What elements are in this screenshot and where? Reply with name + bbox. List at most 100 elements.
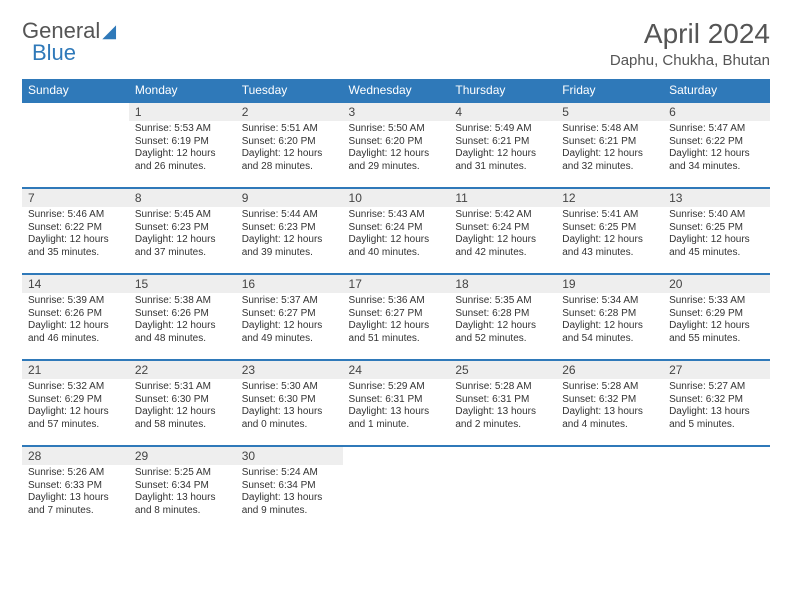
day-number: 17 (343, 275, 450, 293)
sunrise-text: Sunrise: 5:51 AM (242, 123, 337, 136)
calendar-week-row: 28Sunrise: 5:26 AMSunset: 6:33 PMDayligh… (22, 446, 770, 532)
daylight-text: Daylight: 12 hours and 42 minutes. (455, 234, 550, 259)
daylight-text: Daylight: 12 hours and 49 minutes. (242, 320, 337, 345)
day-details: Sunrise: 5:35 AMSunset: 6:28 PMDaylight:… (449, 293, 556, 349)
sunset-text: Sunset: 6:30 PM (242, 394, 337, 407)
logo-swoosh-icon: ◢ (102, 21, 116, 42)
day-number: 27 (663, 361, 770, 379)
header: General ◢ Blue April 2024 Daphu, Chukha,… (22, 18, 770, 69)
calendar-day-cell (449, 446, 556, 532)
weekday-header: Saturday (663, 79, 770, 102)
calendar-day-cell (343, 446, 450, 532)
month-title: April 2024 (610, 18, 770, 50)
calendar-day-cell: 8Sunrise: 5:45 AMSunset: 6:23 PMDaylight… (129, 188, 236, 274)
daylight-text: Daylight: 12 hours and 26 minutes. (135, 148, 230, 173)
day-details: Sunrise: 5:28 AMSunset: 6:31 PMDaylight:… (449, 379, 556, 435)
sunset-text: Sunset: 6:29 PM (28, 394, 123, 407)
daylight-text: Daylight: 13 hours and 7 minutes. (28, 492, 123, 517)
day-details: Sunrise: 5:43 AMSunset: 6:24 PMDaylight:… (343, 207, 450, 263)
day-details: Sunrise: 5:51 AMSunset: 6:20 PMDaylight:… (236, 121, 343, 177)
calendar-day-cell: 26Sunrise: 5:28 AMSunset: 6:32 PMDayligh… (556, 360, 663, 446)
sunrise-text: Sunrise: 5:47 AM (669, 123, 764, 136)
daylight-text: Daylight: 12 hours and 58 minutes. (135, 406, 230, 431)
sunset-text: Sunset: 6:26 PM (28, 308, 123, 321)
calendar-day-cell: 1Sunrise: 5:53 AMSunset: 6:19 PMDaylight… (129, 102, 236, 188)
sunrise-text: Sunrise: 5:31 AM (135, 381, 230, 394)
calendar-day-cell: 20Sunrise: 5:33 AMSunset: 6:29 PMDayligh… (663, 274, 770, 360)
day-number: 13 (663, 189, 770, 207)
day-details: Sunrise: 5:48 AMSunset: 6:21 PMDaylight:… (556, 121, 663, 177)
calendar-week-row: 14Sunrise: 5:39 AMSunset: 6:26 PMDayligh… (22, 274, 770, 360)
day-number: 7 (22, 189, 129, 207)
calendar-day-cell (663, 446, 770, 532)
sunset-text: Sunset: 6:19 PM (135, 136, 230, 149)
calendar-day-cell: 4Sunrise: 5:49 AMSunset: 6:21 PMDaylight… (449, 102, 556, 188)
sunrise-text: Sunrise: 5:42 AM (455, 209, 550, 222)
sunrise-text: Sunrise: 5:37 AM (242, 295, 337, 308)
sunrise-text: Sunrise: 5:45 AM (135, 209, 230, 222)
sunset-text: Sunset: 6:27 PM (242, 308, 337, 321)
weekday-header: Friday (556, 79, 663, 102)
day-details: Sunrise: 5:27 AMSunset: 6:32 PMDaylight:… (663, 379, 770, 435)
sunrise-text: Sunrise: 5:49 AM (455, 123, 550, 136)
sunset-text: Sunset: 6:21 PM (455, 136, 550, 149)
sunset-text: Sunset: 6:28 PM (455, 308, 550, 321)
day-number: 4 (449, 103, 556, 121)
daylight-text: Daylight: 12 hours and 51 minutes. (349, 320, 444, 345)
day-number: 23 (236, 361, 343, 379)
daylight-text: Daylight: 12 hours and 52 minutes. (455, 320, 550, 345)
sunrise-text: Sunrise: 5:30 AM (242, 381, 337, 394)
calendar-day-cell (556, 446, 663, 532)
sunset-text: Sunset: 6:25 PM (562, 222, 657, 235)
day-number: 11 (449, 189, 556, 207)
calendar-day-cell: 3Sunrise: 5:50 AMSunset: 6:20 PMDaylight… (343, 102, 450, 188)
calendar-day-cell (22, 102, 129, 188)
sunrise-text: Sunrise: 5:46 AM (28, 209, 123, 222)
sunset-text: Sunset: 6:30 PM (135, 394, 230, 407)
daylight-text: Daylight: 12 hours and 45 minutes. (669, 234, 764, 259)
sunset-text: Sunset: 6:34 PM (242, 480, 337, 493)
day-details: Sunrise: 5:49 AMSunset: 6:21 PMDaylight:… (449, 121, 556, 177)
calendar-week-row: 1Sunrise: 5:53 AMSunset: 6:19 PMDaylight… (22, 102, 770, 188)
day-number (343, 447, 450, 465)
calendar-day-cell: 22Sunrise: 5:31 AMSunset: 6:30 PMDayligh… (129, 360, 236, 446)
daylight-text: Daylight: 12 hours and 55 minutes. (669, 320, 764, 345)
calendar-day-cell: 21Sunrise: 5:32 AMSunset: 6:29 PMDayligh… (22, 360, 129, 446)
day-details: Sunrise: 5:38 AMSunset: 6:26 PMDaylight:… (129, 293, 236, 349)
day-number: 5 (556, 103, 663, 121)
calendar-header-row: SundayMondayTuesdayWednesdayThursdayFrid… (22, 79, 770, 102)
day-number: 25 (449, 361, 556, 379)
day-details: Sunrise: 5:24 AMSunset: 6:34 PMDaylight:… (236, 465, 343, 521)
daylight-text: Daylight: 12 hours and 37 minutes. (135, 234, 230, 259)
daylight-text: Daylight: 13 hours and 4 minutes. (562, 406, 657, 431)
calendar-day-cell: 7Sunrise: 5:46 AMSunset: 6:22 PMDaylight… (22, 188, 129, 274)
daylight-text: Daylight: 12 hours and 28 minutes. (242, 148, 337, 173)
day-number: 2 (236, 103, 343, 121)
daylight-text: Daylight: 13 hours and 0 minutes. (242, 406, 337, 431)
daylight-text: Daylight: 12 hours and 54 minutes. (562, 320, 657, 345)
calendar-day-cell: 10Sunrise: 5:43 AMSunset: 6:24 PMDayligh… (343, 188, 450, 274)
day-number: 30 (236, 447, 343, 465)
daylight-text: Daylight: 13 hours and 5 minutes. (669, 406, 764, 431)
daylight-text: Daylight: 12 hours and 43 minutes. (562, 234, 657, 259)
day-number: 1 (129, 103, 236, 121)
day-details: Sunrise: 5:34 AMSunset: 6:28 PMDaylight:… (556, 293, 663, 349)
calendar-day-cell: 17Sunrise: 5:36 AMSunset: 6:27 PMDayligh… (343, 274, 450, 360)
day-details: Sunrise: 5:31 AMSunset: 6:30 PMDaylight:… (129, 379, 236, 435)
day-details: Sunrise: 5:36 AMSunset: 6:27 PMDaylight:… (343, 293, 450, 349)
sunset-text: Sunset: 6:23 PM (242, 222, 337, 235)
title-block: April 2024 Daphu, Chukha, Bhutan (610, 18, 770, 69)
calendar-day-cell: 12Sunrise: 5:41 AMSunset: 6:25 PMDayligh… (556, 188, 663, 274)
sunrise-text: Sunrise: 5:39 AM (28, 295, 123, 308)
sunset-text: Sunset: 6:23 PM (135, 222, 230, 235)
weekday-header: Monday (129, 79, 236, 102)
sunset-text: Sunset: 6:22 PM (28, 222, 123, 235)
calendar-day-cell: 11Sunrise: 5:42 AMSunset: 6:24 PMDayligh… (449, 188, 556, 274)
daylight-text: Daylight: 13 hours and 2 minutes. (455, 406, 550, 431)
day-details: Sunrise: 5:39 AMSunset: 6:26 PMDaylight:… (22, 293, 129, 349)
day-number: 14 (22, 275, 129, 293)
calendar-week-row: 21Sunrise: 5:32 AMSunset: 6:29 PMDayligh… (22, 360, 770, 446)
day-details: Sunrise: 5:28 AMSunset: 6:32 PMDaylight:… (556, 379, 663, 435)
sunrise-text: Sunrise: 5:44 AM (242, 209, 337, 222)
day-number: 15 (129, 275, 236, 293)
